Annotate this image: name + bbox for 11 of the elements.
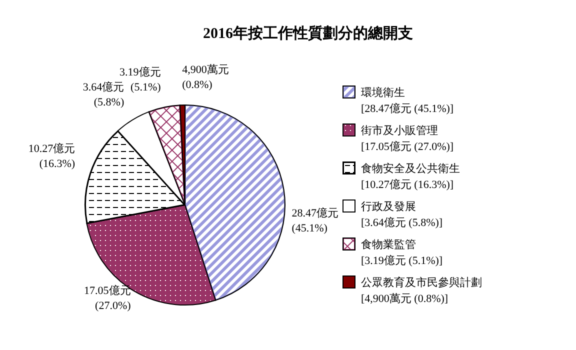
data-label: 17.05億元 (27.0%) bbox=[84, 284, 132, 312]
legend-label: 食物安全及公共衛生 [10.27億元 (16.3%)] bbox=[361, 162, 460, 191]
legend-label: 街市及小販管理 [17.05億元 (27.0%)] bbox=[361, 124, 454, 153]
legend-label: 行政及發展 [3.64億元 (5.8%)] bbox=[361, 201, 443, 229]
data-label: 10.27億元 (16.3%) bbox=[28, 142, 76, 170]
data-label: 4,900萬元 (0.8%) bbox=[182, 63, 229, 92]
data-label: 28.47億元 (45.1%) bbox=[292, 206, 338, 234]
legend-label: 食物業監管 [3.19億元 (5.1%)] bbox=[361, 239, 443, 267]
legend-label: 公眾教育及市民參與計劃 [4,900萬元 (0.8%)] bbox=[361, 276, 482, 305]
legend-label: 環境衛生 [28.47億元 (45.1%)] bbox=[361, 86, 454, 115]
chart-title: 2016年按工作性質劃分的總開支 bbox=[203, 24, 413, 42]
